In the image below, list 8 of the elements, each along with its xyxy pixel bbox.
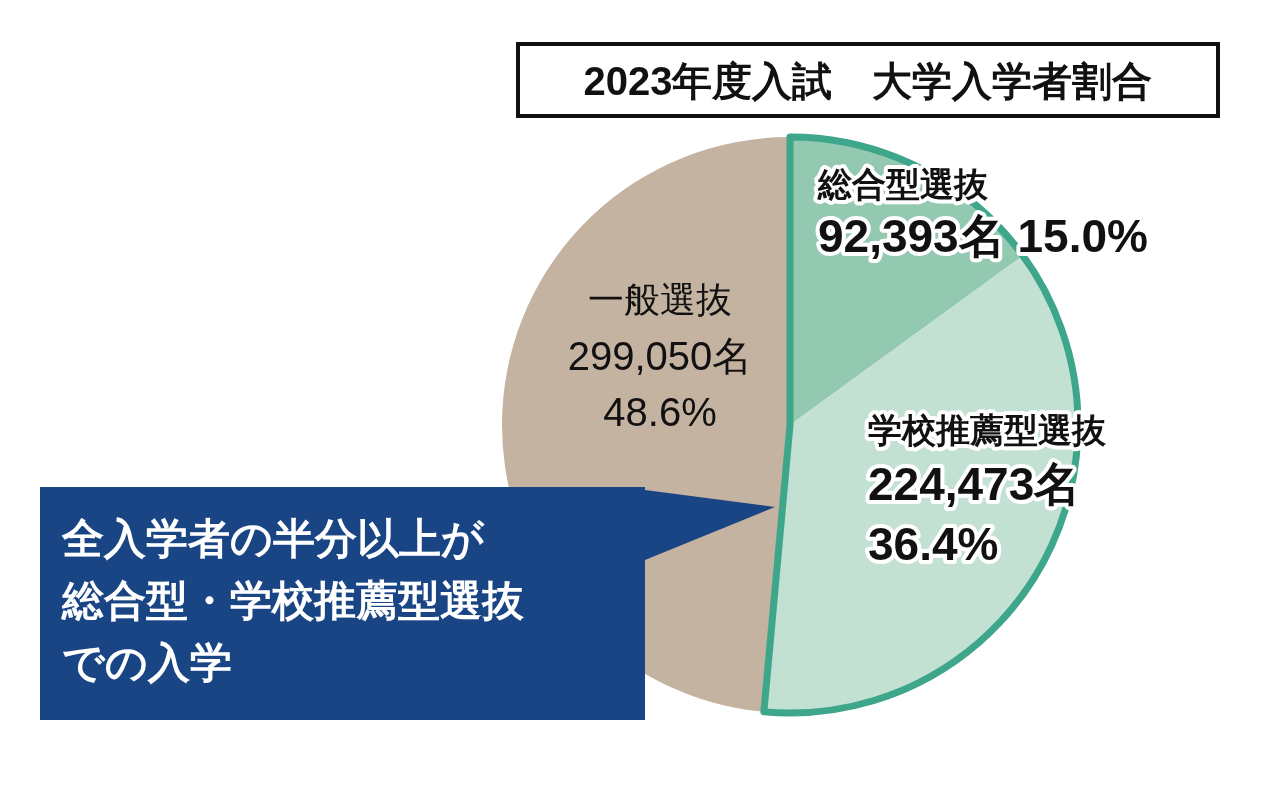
data-label: 299,050名 48.6%: [567, 334, 753, 434]
slice-label: 総合型選抜: [817, 165, 989, 203]
chart-title: 2023年度入試 大学入学者割合: [583, 59, 1153, 103]
text: 総合型・学校推薦型選抜: [61, 577, 525, 624]
text: 全入学者の半分以上が: [61, 515, 485, 562]
slice-label: 一般選抜: [588, 279, 732, 320]
data-label: 92,393名 15.0%: [818, 210, 1148, 262]
text: での入学: [62, 639, 232, 686]
